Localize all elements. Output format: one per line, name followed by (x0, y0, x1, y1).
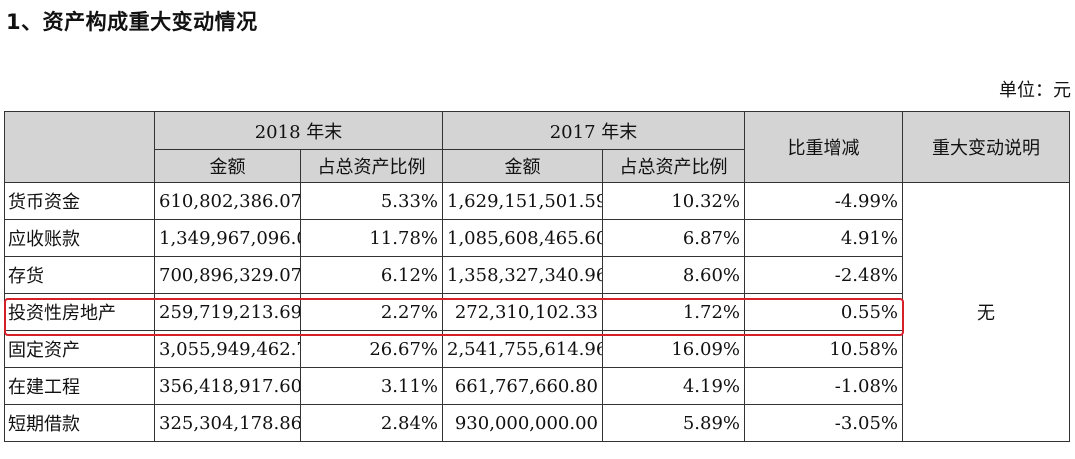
amount-2017: 1,358,327,340.96 (442, 256, 603, 294)
amount-2018: 1,349,967,096.01 (154, 219, 301, 257)
ratio-2018: 5.33% (300, 182, 443, 220)
table-row: 应收账款 1,349,967,096.01 11.78% 1,085,608,4… (4, 219, 1070, 257)
header-row-2: 金额 占总资产比例 金额 占总资产比例 (5, 149, 1070, 183)
amount-2017: 1,629,151,501.59 (442, 182, 603, 220)
amount-2018: 3,055,949,462.72 (154, 330, 301, 368)
ratio-change: -1.08% (744, 367, 903, 405)
header-row-1: 2018 年末 2017 年末 比重增减 重大变动说明 (4, 111, 1070, 183)
ratio-2017-header: 占总资产比例 (602, 149, 745, 183)
ratio-2017: 1.72% (602, 293, 745, 331)
table-row: 固定资产 3,055,949,462.72 26.67% 2,541,755,6… (4, 330, 1070, 368)
item-name: 货币资金 (4, 182, 155, 220)
amount-2018: 259,719,213.69 (154, 293, 301, 331)
ratio-change: 4.91% (744, 219, 903, 257)
ratio-change: -2.48% (744, 256, 903, 294)
item-name: 固定资产 (4, 330, 155, 368)
note-header: 重大变动说明 (902, 111, 1070, 183)
ratio-2017: 16.09% (602, 330, 745, 368)
table-row: 短期借款 325,304,178.86 2.84% 930,000,000.00… (4, 404, 1070, 442)
ratio-2017: 6.87% (602, 219, 745, 257)
ratio-2018: 26.67% (300, 330, 443, 368)
ratio-2017: 10.32% (602, 182, 745, 220)
item-name: 投资性房地产 (4, 293, 155, 331)
year-2017-header: 2017 年末 (442, 111, 745, 150)
table-row: 存货 700,896,329.07 6.12% 1,358,327,340.96… (4, 256, 1070, 294)
ratio-2018: 6.12% (300, 256, 443, 294)
ratio-2018: 2.27% (300, 293, 443, 331)
ratio-2018: 2.84% (300, 404, 443, 442)
unit-label: 单位：元 (999, 80, 1071, 101)
item-header (4, 111, 155, 183)
ratio-change: 10.58% (744, 330, 903, 368)
table-row: 货币资金 610,802,386.07 5.33% 1,629,151,501.… (4, 182, 1070, 442)
item-name: 在建工程 (4, 367, 155, 405)
ratio-2018-header: 占总资产比例 (300, 149, 443, 183)
major-change-note: 无 (902, 182, 1070, 442)
change-header: 比重增减 (744, 111, 903, 183)
amount-2017: 661,767,660.80 (442, 367, 603, 405)
asset-composition-table: 2018 年末 2017 年末 比重增减 重大变动说明 金额 占总资产比例 金额… (4, 111, 1070, 442)
ratio-change: -3.05% (744, 404, 903, 442)
item-name: 存货 (4, 256, 155, 294)
ratio-2018: 11.78% (300, 219, 443, 257)
amount-2018: 700,896,329.07 (154, 256, 301, 294)
amount-2018: 356,418,917.60 (154, 367, 301, 405)
ratio-2017: 5.89% (602, 404, 745, 442)
year-2018-header: 2018 年末 (154, 111, 443, 150)
ratio-2018: 3.11% (300, 367, 443, 405)
item-name: 短期借款 (4, 404, 155, 442)
ratio-2017: 8.60% (602, 256, 745, 294)
amount-2018: 325,304,178.86 (154, 404, 301, 442)
amount-2017: 2,541,755,614.96 (442, 330, 603, 368)
item-name: 应收账款 (4, 219, 155, 257)
ratio-change: 0.55% (744, 293, 903, 331)
ratio-change: -4.99% (744, 182, 903, 220)
amount-2017: 1,085,608,465.60 (442, 219, 603, 257)
amount-2018-header: 金额 (154, 149, 301, 183)
amount-2017: 272,310,102.33 (442, 293, 603, 331)
amount-2018: 610,802,386.07 (154, 182, 301, 220)
ratio-2017: 4.19% (602, 367, 745, 405)
amount-2017-header: 金额 (442, 149, 603, 183)
section-title: 1、资产构成重大变动情况 (6, 10, 258, 34)
table-row: 在建工程 356,418,917.60 3.11% 661,767,660.80… (4, 367, 1070, 405)
amount-2017: 930,000,000.00 (442, 404, 603, 442)
